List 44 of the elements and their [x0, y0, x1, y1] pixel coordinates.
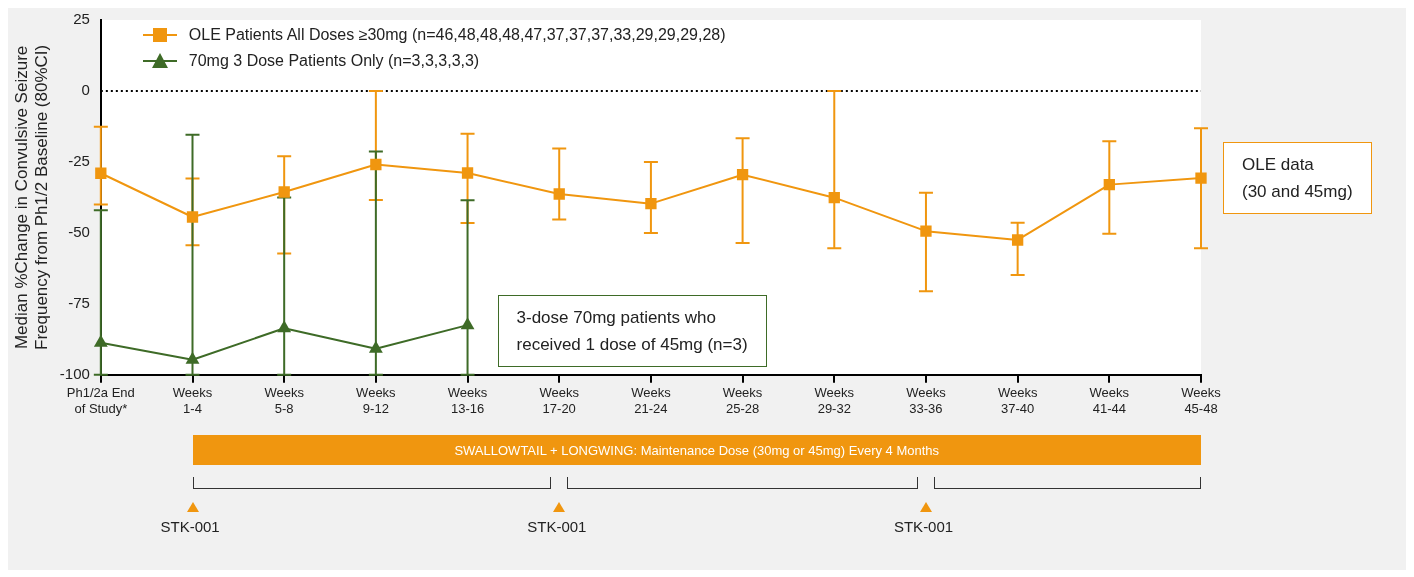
y-tick-label: -100: [59, 364, 90, 382]
y-tick-label: -50: [68, 223, 90, 241]
point: [370, 158, 382, 171]
point: [185, 351, 200, 364]
y-tick-label: -25: [68, 152, 90, 170]
x-tick-label: Weeks 41-44: [1089, 385, 1130, 416]
point: [278, 186, 290, 198]
x-tick-label: Weeks 45-48: [1181, 385, 1222, 416]
y-tick-label: -75: [68, 293, 90, 311]
text: STK-001: [160, 518, 220, 535]
annotation: OLE data (30 and 45mg): [1242, 154, 1353, 204]
y-tick-label: 0: [81, 81, 90, 99]
point: [828, 192, 840, 204]
point: [368, 340, 383, 353]
point: [645, 197, 657, 210]
text: STK-001: [527, 518, 587, 535]
point: [1011, 234, 1024, 246]
point: [277, 320, 292, 333]
x-tick-label: Weeks 13-16: [447, 385, 488, 416]
x-tick-label: Weeks 33-36: [906, 385, 947, 416]
text: STK-001: [893, 518, 954, 535]
x-tick-label: Weeks 17-20: [539, 385, 580, 416]
x-tick-label: Weeks 29-32: [814, 385, 855, 416]
legend-label: OLE Patients All Doses ≥30mg (n=46,48,48,48,47,37,37,37,33,29,29,29,28): [188, 26, 726, 44]
x-tick-label: Weeks 1-4: [172, 385, 213, 416]
point: [1103, 178, 1115, 191]
y-axis-title: Median %Change in Convulsive Seizure Frequency from Ph1/2 Baseline (80%CI): [11, 44, 52, 350]
point: [736, 169, 749, 181]
point: [1195, 172, 1207, 184]
legend-label: 70mg 3 Dose Patients Only (n=3,3,3,3,3): [188, 52, 480, 70]
point: [186, 211, 199, 223]
point: [553, 188, 565, 200]
point: [920, 225, 932, 237]
point: [461, 167, 474, 179]
x-tick-label: Weeks 37-40: [997, 385, 1038, 416]
x-tick-label: Weeks 25-28: [722, 385, 763, 416]
x-tick-label: Ph1/2a End of Study*: [66, 385, 135, 416]
annotation: 3-dose 70mg patients who received 1 dose of 45mg (n=3): [516, 307, 748, 357]
x-tick-label: Weeks 9-12: [356, 385, 397, 416]
y-tick-label: 25: [73, 10, 90, 28]
point: [460, 317, 475, 330]
x-tick-label: Weeks 5-8: [264, 385, 305, 416]
x-tick-label: Weeks 21-24: [631, 385, 672, 416]
text: SWALLOWTAIL + LONGWING: Maintenance Dose (30mg or 45mg) Every 4 Months: [454, 442, 940, 458]
